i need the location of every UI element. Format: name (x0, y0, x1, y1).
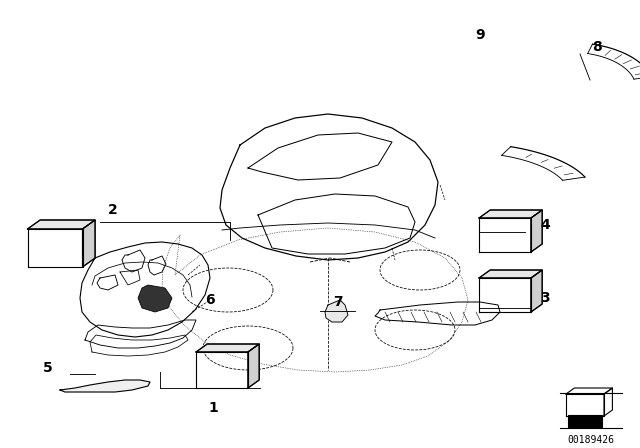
Text: 5: 5 (43, 361, 53, 375)
Text: 4: 4 (540, 218, 550, 232)
Polygon shape (531, 270, 542, 312)
Text: 6: 6 (205, 293, 215, 307)
Polygon shape (325, 300, 348, 322)
Text: 8: 8 (592, 40, 602, 54)
Text: 7: 7 (333, 295, 343, 309)
Text: 2: 2 (108, 203, 118, 217)
Polygon shape (531, 210, 542, 252)
Text: 3: 3 (540, 291, 550, 305)
Polygon shape (479, 270, 542, 278)
Polygon shape (479, 210, 542, 218)
Polygon shape (248, 344, 259, 388)
Text: 00189426: 00189426 (568, 435, 614, 445)
Text: 9: 9 (475, 28, 485, 42)
Polygon shape (60, 380, 150, 392)
Polygon shape (196, 344, 259, 352)
Polygon shape (83, 220, 95, 267)
Polygon shape (28, 220, 95, 229)
Polygon shape (568, 415, 602, 427)
Polygon shape (138, 285, 172, 312)
Text: 1: 1 (208, 401, 218, 415)
